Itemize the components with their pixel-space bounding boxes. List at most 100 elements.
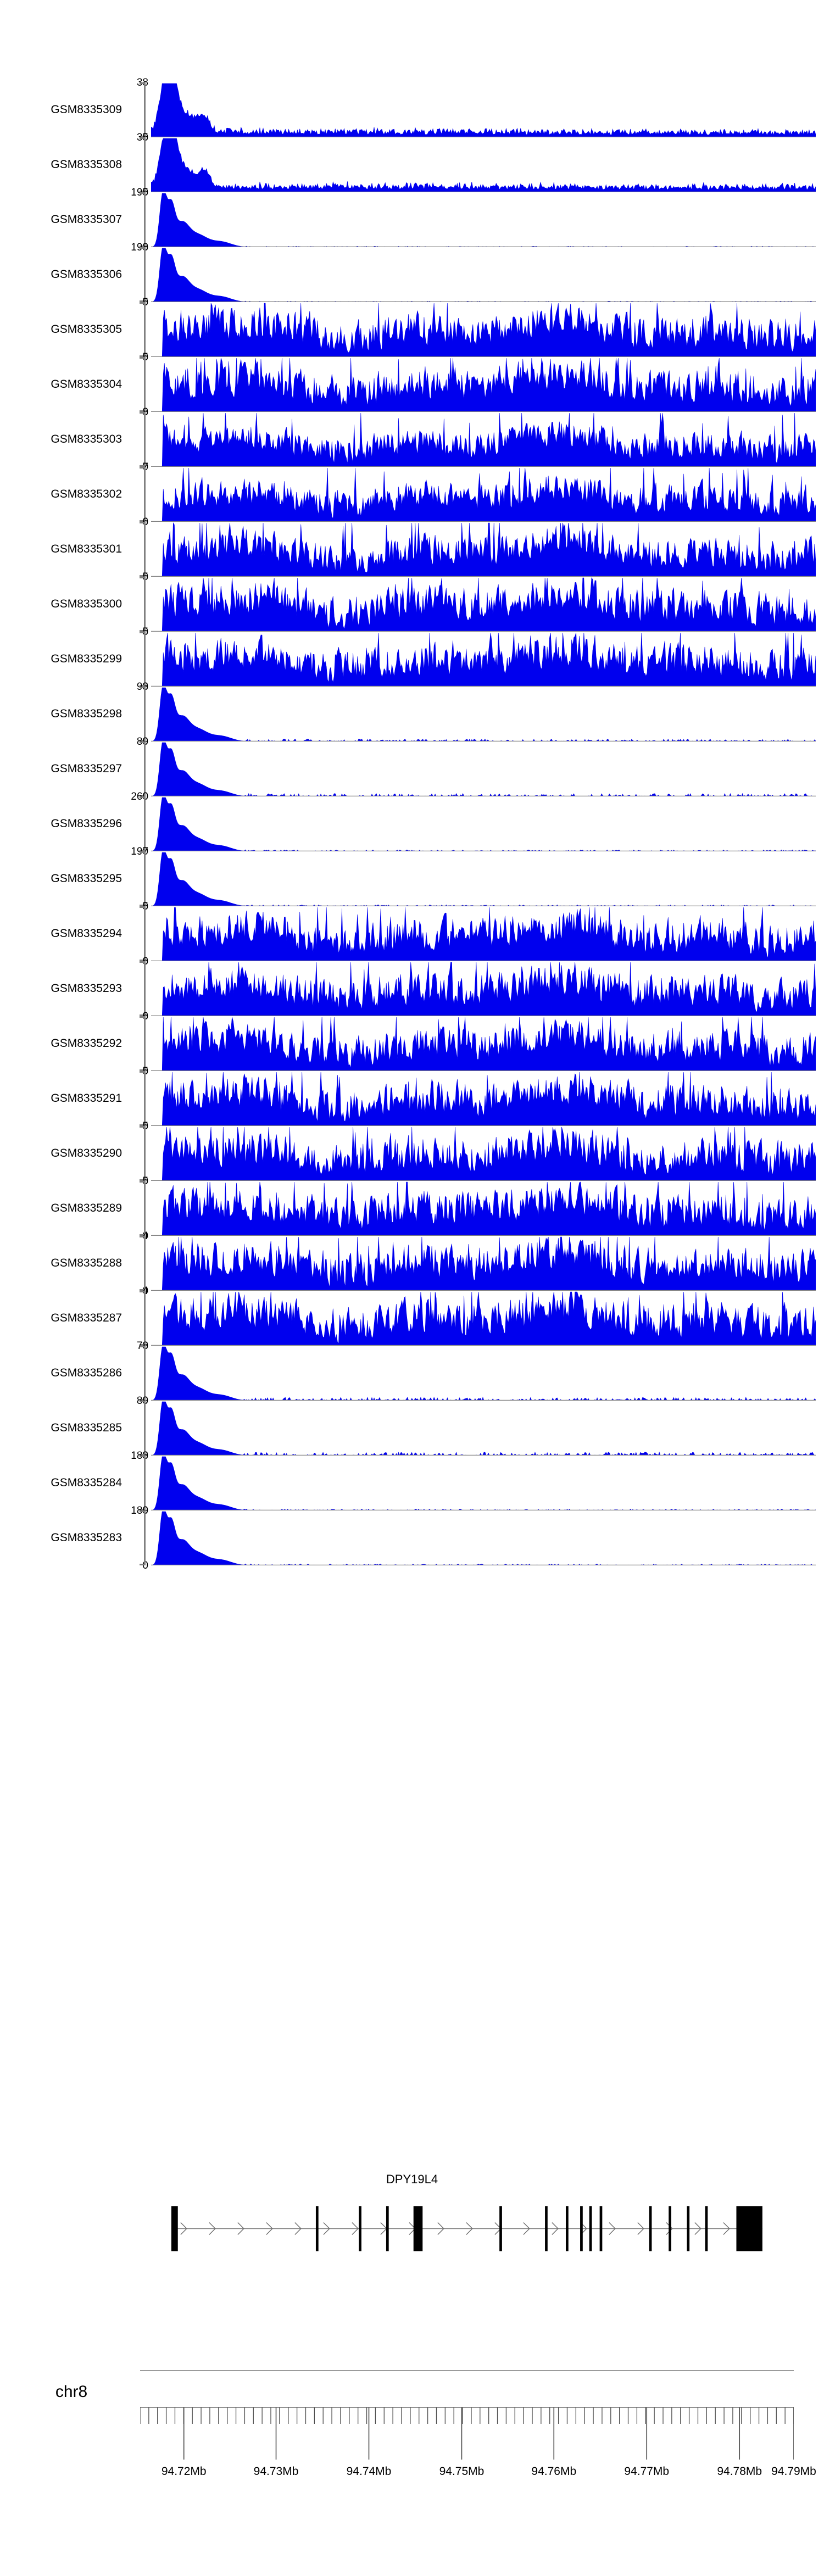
- coverage-track: GSM8335283 189 0: [0, 1506, 824, 1571]
- coverage-plot[interactable]: [151, 302, 816, 357]
- coverage-track: GSM8335294 5 0: [0, 901, 824, 967]
- track-label-gsm8335308: GSM8335308: [51, 158, 122, 171]
- coverage-plot[interactable]: [151, 851, 816, 906]
- track-label-gsm8335295: GSM8335295: [51, 872, 122, 885]
- track-label-gsm8335299: GSM8335299: [51, 653, 122, 665]
- coverage-plot[interactable]: [151, 687, 816, 741]
- coverage-track: GSM8335307 195 0: [0, 187, 824, 253]
- coverage-plot[interactable]: [151, 961, 816, 1016]
- coverage-track: GSM8335292 6 0: [0, 1011, 824, 1077]
- track-label-gsm8335294: GSM8335294: [51, 927, 122, 940]
- coverage-track: GSM8335303 8 0: [0, 407, 824, 472]
- track-y-axis: 183 0: [125, 1451, 148, 1516]
- y-axis-bracket: [140, 1071, 152, 1126]
- coverage-track: GSM8335287 4 0: [0, 1286, 824, 1351]
- coverage-plot[interactable]: [151, 357, 816, 412]
- track-label-gsm8335296: GSM8335296: [51, 817, 122, 830]
- y-axis-bracket: [140, 412, 152, 467]
- coverage-plot[interactable]: [151, 1181, 816, 1236]
- track-y-axis: 197 0: [125, 846, 148, 912]
- track-label-gsm8335288: GSM8335288: [51, 1257, 122, 1269]
- coverage-plot[interactable]: [151, 247, 816, 302]
- coverage-plot[interactable]: [151, 467, 816, 522]
- coverage-plot[interactable]: [151, 1291, 816, 1346]
- y-axis-bracket: [140, 357, 152, 412]
- coverage-track: GSM8335290 5 0: [0, 1121, 824, 1186]
- axis-tick-label: 94.76Mb: [531, 2465, 577, 2478]
- y-axis-bracket: [140, 1510, 152, 1565]
- y-axis-bracket: [140, 1291, 152, 1346]
- track-y-axis: 189 0: [125, 1506, 148, 1571]
- track-label-gsm8335291: GSM8335291: [51, 1092, 122, 1105]
- coverage-plot[interactable]: [151, 82, 816, 137]
- coverage-track: GSM8335285 89 0: [0, 1396, 824, 1461]
- coverage-plot[interactable]: [151, 741, 816, 796]
- coverage-plot[interactable]: [151, 1236, 816, 1291]
- track-y-axis: 260 0: [125, 791, 148, 857]
- coverage-plot[interactable]: [151, 1510, 816, 1565]
- track-label-gsm8335285: GSM8335285: [51, 1421, 122, 1434]
- coverage-plot[interactable]: [151, 412, 816, 467]
- coverage-plot[interactable]: [151, 192, 816, 247]
- coverage-track: GSM8335295 197 0: [0, 846, 824, 912]
- track-y-axis: 38 0: [125, 77, 148, 143]
- y-axis-bracket: [140, 1401, 152, 1456]
- coverage-plot[interactable]: [151, 796, 816, 851]
- track-y-axis: 195 0: [125, 187, 148, 253]
- y-axis-bracket: [140, 961, 152, 1016]
- track-label-gsm8335287: GSM8335287: [51, 1312, 122, 1324]
- coverage-plot[interactable]: [151, 137, 816, 192]
- y-axis-bracket: [140, 467, 152, 522]
- coverage-track: GSM8335297 89 0: [0, 737, 824, 802]
- track-label-gsm8335306: GSM8335306: [51, 268, 122, 281]
- coverage-track: GSM8335302 7 0: [0, 462, 824, 527]
- y-axis-bracket: [140, 796, 152, 851]
- y-axis-bracket: [140, 906, 152, 961]
- chromosome-ruler[interactable]: 94.72Mb 94.73Mb 94.74Mb 94.75Mb 94.76Mb 94.77…: [140, 2407, 816, 2489]
- track-y-axis: 198 0: [125, 242, 148, 308]
- track-y-axis: 89 0: [125, 1396, 148, 1461]
- coverage-plot[interactable]: [151, 906, 816, 961]
- track-label-gsm8335297: GSM8335297: [51, 762, 122, 775]
- coverage-track: GSM8335309 38 0: [0, 77, 824, 143]
- y-axis-bracket: [140, 1016, 152, 1071]
- gene-model-graphic[interactable]: [140, 2194, 791, 2263]
- coverage-track: GSM8335304 5 0: [0, 352, 824, 417]
- track-label-gsm8335303: GSM8335303: [51, 433, 122, 445]
- y-axis-bracket: [140, 302, 152, 357]
- coverage-track: GSM8335298 93 0: [0, 682, 824, 747]
- coverage-track: GSM8335308 35 0: [0, 132, 824, 198]
- coverage-plot[interactable]: [151, 1456, 816, 1510]
- coverage-plot[interactable]: [151, 1126, 816, 1181]
- chromosome-baseline: [140, 2370, 794, 2371]
- y-axis-bracket: [140, 687, 152, 741]
- coverage-plot[interactable]: [151, 577, 816, 632]
- coverage-plot[interactable]: [151, 522, 816, 577]
- y-axis-bracket: [140, 247, 152, 302]
- y-axis-bracket: [140, 522, 152, 577]
- axis-tick-label: 94.72Mb: [161, 2465, 207, 2478]
- axis-tick-label: 94.74Mb: [346, 2465, 392, 2478]
- coverage-plot[interactable]: [151, 1401, 816, 1456]
- coverage-plot[interactable]: [151, 1346, 816, 1401]
- axis-tick-label: 94.73Mb: [253, 2465, 299, 2478]
- gene-name-label: DPY19L4: [386, 2172, 438, 2186]
- coverage-plot[interactable]: [151, 1016, 816, 1071]
- coverage-plot[interactable]: [151, 632, 816, 687]
- coverage-plot[interactable]: [151, 1071, 816, 1126]
- y-axis-bracket: [140, 1236, 152, 1291]
- y-axis-min-label: 0: [142, 1560, 148, 1571]
- axis-tick-label: 94.78Mb: [717, 2465, 762, 2478]
- track-label-gsm8335298: GSM8335298: [51, 707, 122, 720]
- track-label-gsm8335293: GSM8335293: [51, 982, 122, 995]
